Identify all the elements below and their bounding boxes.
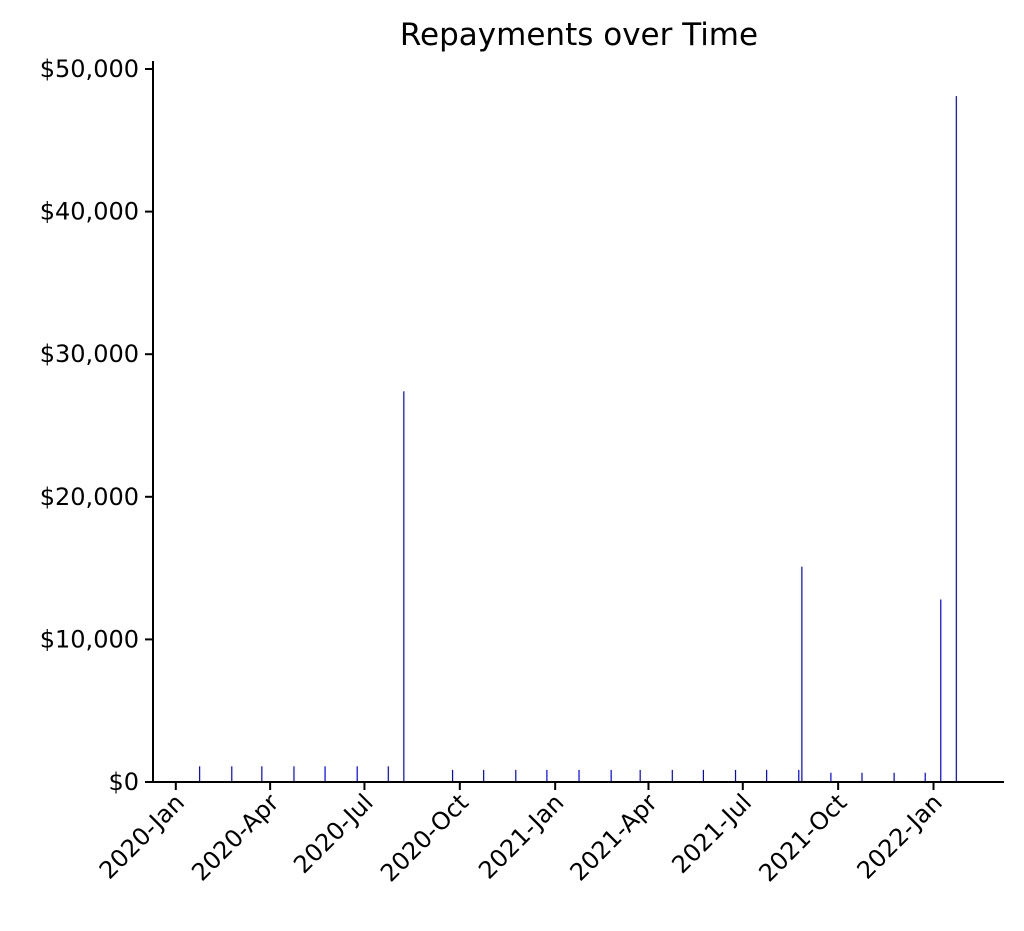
bar: [578, 769, 580, 782]
bar: [639, 769, 641, 782]
bar: [610, 769, 612, 782]
x-tick-label: 2020-Jul: [288, 788, 379, 879]
bar: [801, 566, 803, 782]
x-tick-label: 2020-Apr: [186, 788, 284, 886]
bar: [546, 769, 548, 782]
bar: [403, 391, 405, 782]
bar: [261, 766, 263, 782]
y-axis: $0 $10,000 $20,000 $30,000 $40,000 $50,000: [40, 55, 154, 796]
y-tick-label: $40,000: [40, 198, 139, 226]
y-tick-label: $10,000: [40, 625, 139, 653]
bar: [671, 769, 673, 782]
y-tick-label: $30,000: [40, 340, 139, 368]
x-tick-label: 2021-Oct: [753, 788, 852, 887]
y-tick-label: $0: [108, 768, 139, 796]
bar: [940, 599, 942, 782]
bar: [955, 96, 957, 783]
bars-group: [199, 96, 957, 783]
y-tick-label: $50,000: [40, 55, 139, 83]
x-tick-label: 2021-Jul: [667, 788, 758, 879]
bar: [231, 766, 233, 782]
bar: [451, 769, 454, 782]
x-tick-label: 2020-Oct: [375, 788, 474, 887]
x-tick-label: 2020-Jan: [94, 788, 190, 884]
bar: [830, 772, 832, 782]
bar: [293, 766, 295, 782]
bar: [356, 766, 358, 782]
bar: [483, 769, 485, 782]
bar: [734, 769, 737, 782]
bar: [387, 766, 389, 782]
chart-title: Repayments over Time: [400, 17, 758, 53]
y-tick-label: $20,000: [40, 483, 139, 511]
x-tick-label: 2022-Jan: [852, 788, 948, 884]
bar: [199, 766, 201, 782]
x-tick-label: 2021-Apr: [565, 788, 663, 886]
bar: [515, 769, 517, 782]
bar: [702, 769, 704, 782]
bar: [924, 772, 926, 782]
x-tick-label: 2021-Jan: [473, 788, 569, 884]
bar: [324, 766, 326, 782]
bar: [798, 769, 800, 782]
bar: [766, 769, 768, 782]
bar: [861, 772, 863, 782]
bar: [893, 772, 895, 782]
